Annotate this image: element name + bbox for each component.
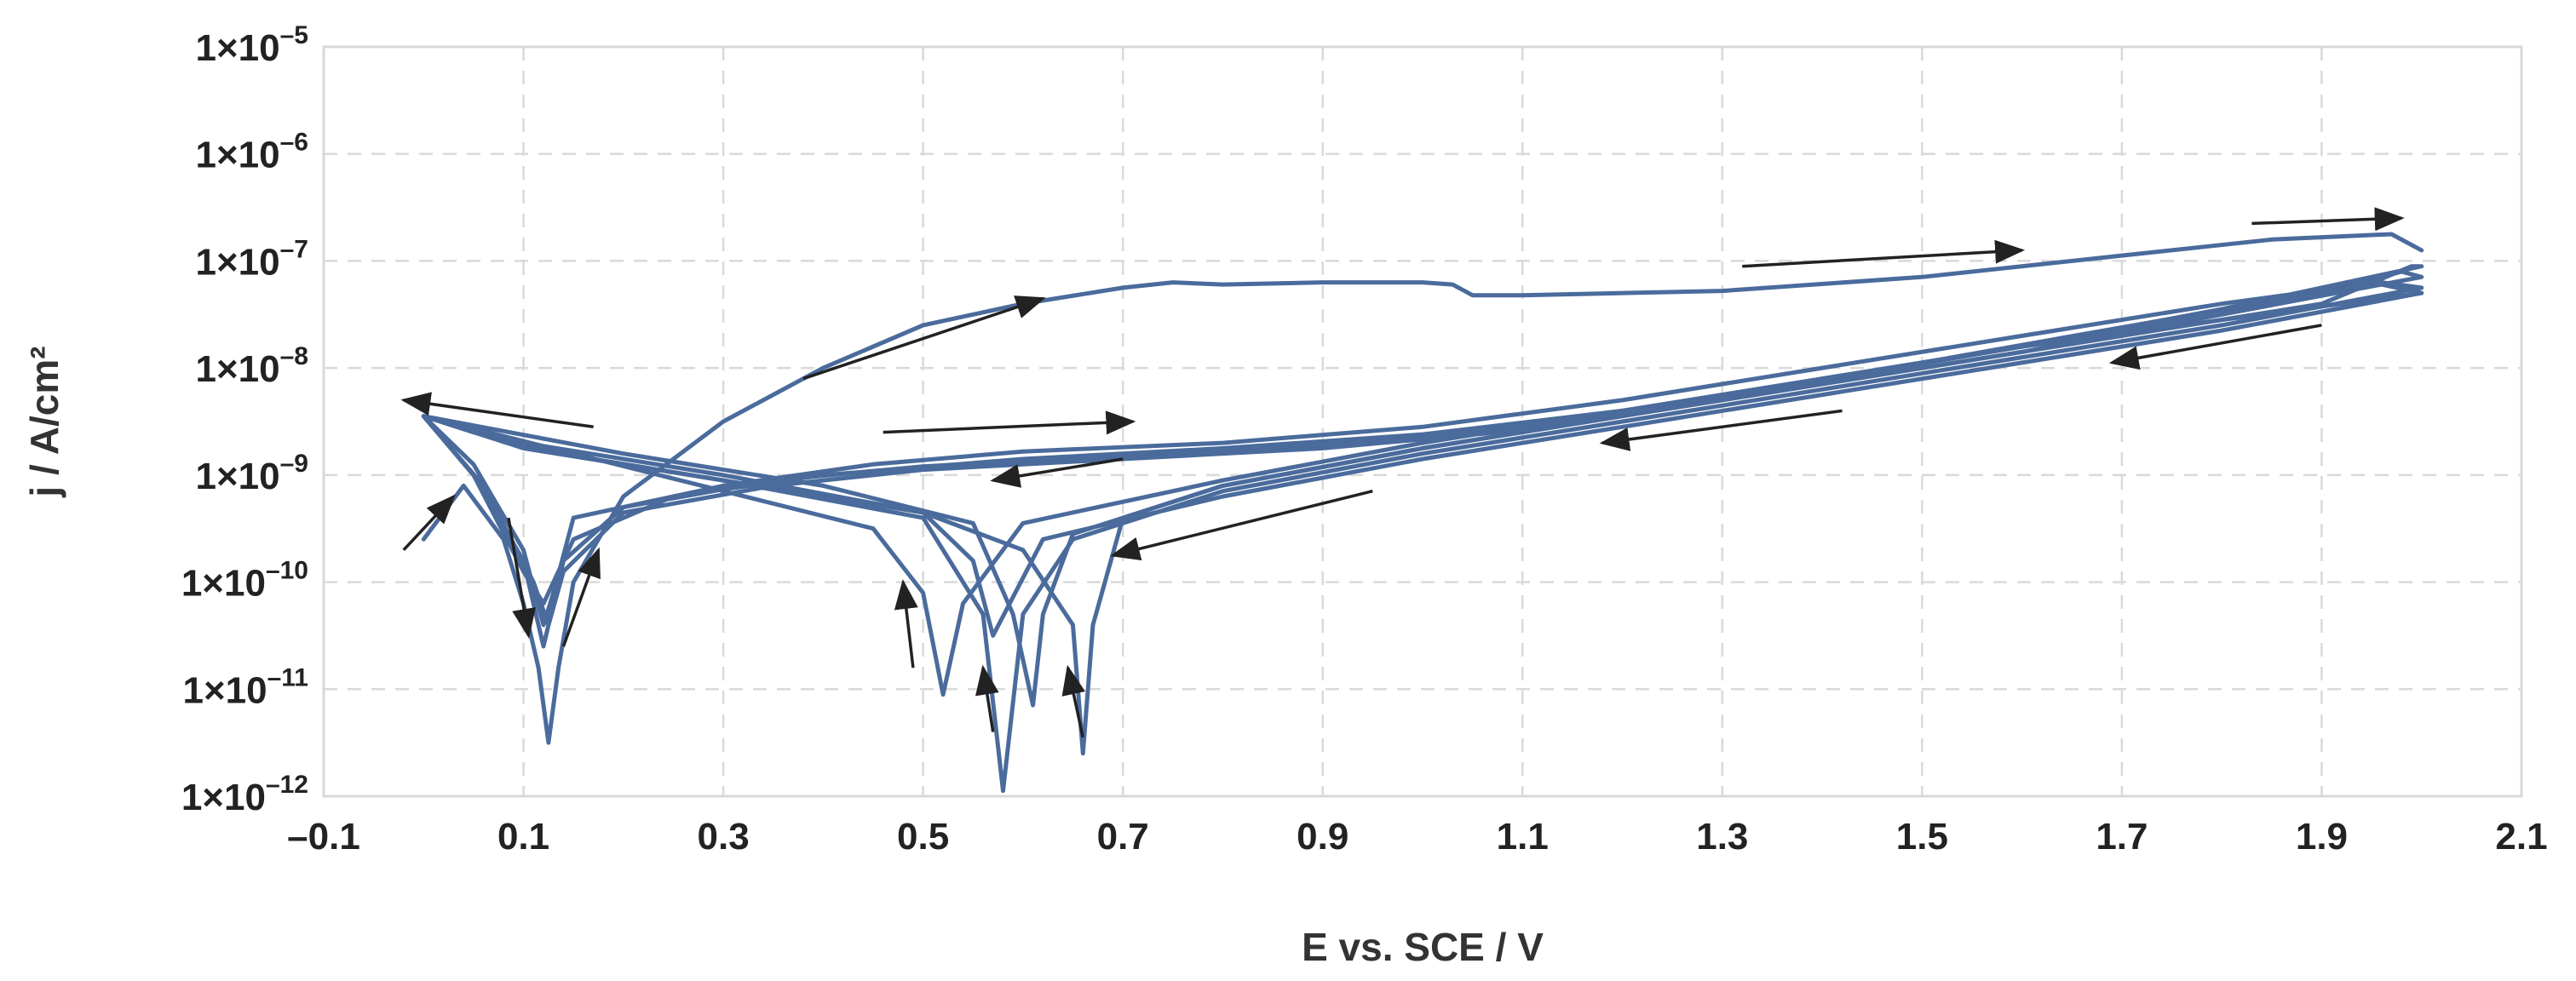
x-tick-label: 0.9 [1297,816,1348,858]
x-axis-tick-labels: –0.1 0.1 0.3 0.5 0.7 0.9 1.1 1.3 1.5 1.7 1.9 2.1 [287,816,2547,858]
x-tick-label: 0.3 [698,816,750,858]
direction-arrow [990,457,1124,488]
y-tick-label: 1×10–10 [181,557,308,605]
direction-arrow [507,517,536,639]
direction-arrow [975,664,999,732]
y-tick-label: 1×10–5 [196,21,308,69]
direction-arrow [1599,409,1843,451]
direction-arrow [1110,490,1373,561]
x-tick-label: 1.9 [2296,816,2348,858]
plot-area [322,45,2523,798]
series-line-cycle-5 [421,280,2424,638]
x-tick-label: 0.1 [497,816,549,858]
direction-arrow [2251,207,2405,232]
series-line-cycle-4 [421,264,2424,697]
y-tick-label: 1×10–7 [196,235,308,283]
y-tick-label: 1×10–9 [196,450,308,497]
y-tick-label: 1×10–12 [181,771,308,818]
x-tick-label: –0.1 [287,816,360,858]
x-axis-title: E vs. SCE / V [1302,925,1544,969]
y-tick-label: 1×10–6 [196,129,308,176]
x-tick-label: 1.7 [2096,816,2148,858]
x-tick-label: 1.3 [1696,816,1748,858]
x-tick-label: 2.1 [2495,816,2547,858]
y-axis-title: j / A/cm² [22,346,66,497]
direction-arrow [402,494,456,552]
direction-arrow [400,392,594,429]
direction-arrow [1742,239,2026,268]
grid [322,45,2523,798]
x-tick-label: 1.1 [1497,816,1549,858]
x-tick-label: 0.5 [897,816,949,858]
y-tick-label: 1×10–8 [196,342,308,390]
x-tick-label: 0.7 [1097,816,1149,858]
direction-arrow [802,295,1046,381]
series-layer [421,232,2424,794]
annotation-arrows [400,207,2405,738]
series-line-cycle-1 [421,232,2424,745]
y-tick-label: 1×10–11 [182,663,308,711]
x-tick-label: 1.5 [1896,816,1948,858]
direction-arrow [894,579,918,668]
direction-arrow [1061,664,1085,738]
direction-arrow [883,410,1136,435]
y-axis-tick-labels: 1×10–5 1×10–6 1×10–7 1×10–8 1×10–9 1×10–10 1×1… [181,21,308,818]
direction-arrow [561,547,601,647]
direction-arrow [2108,324,2322,370]
